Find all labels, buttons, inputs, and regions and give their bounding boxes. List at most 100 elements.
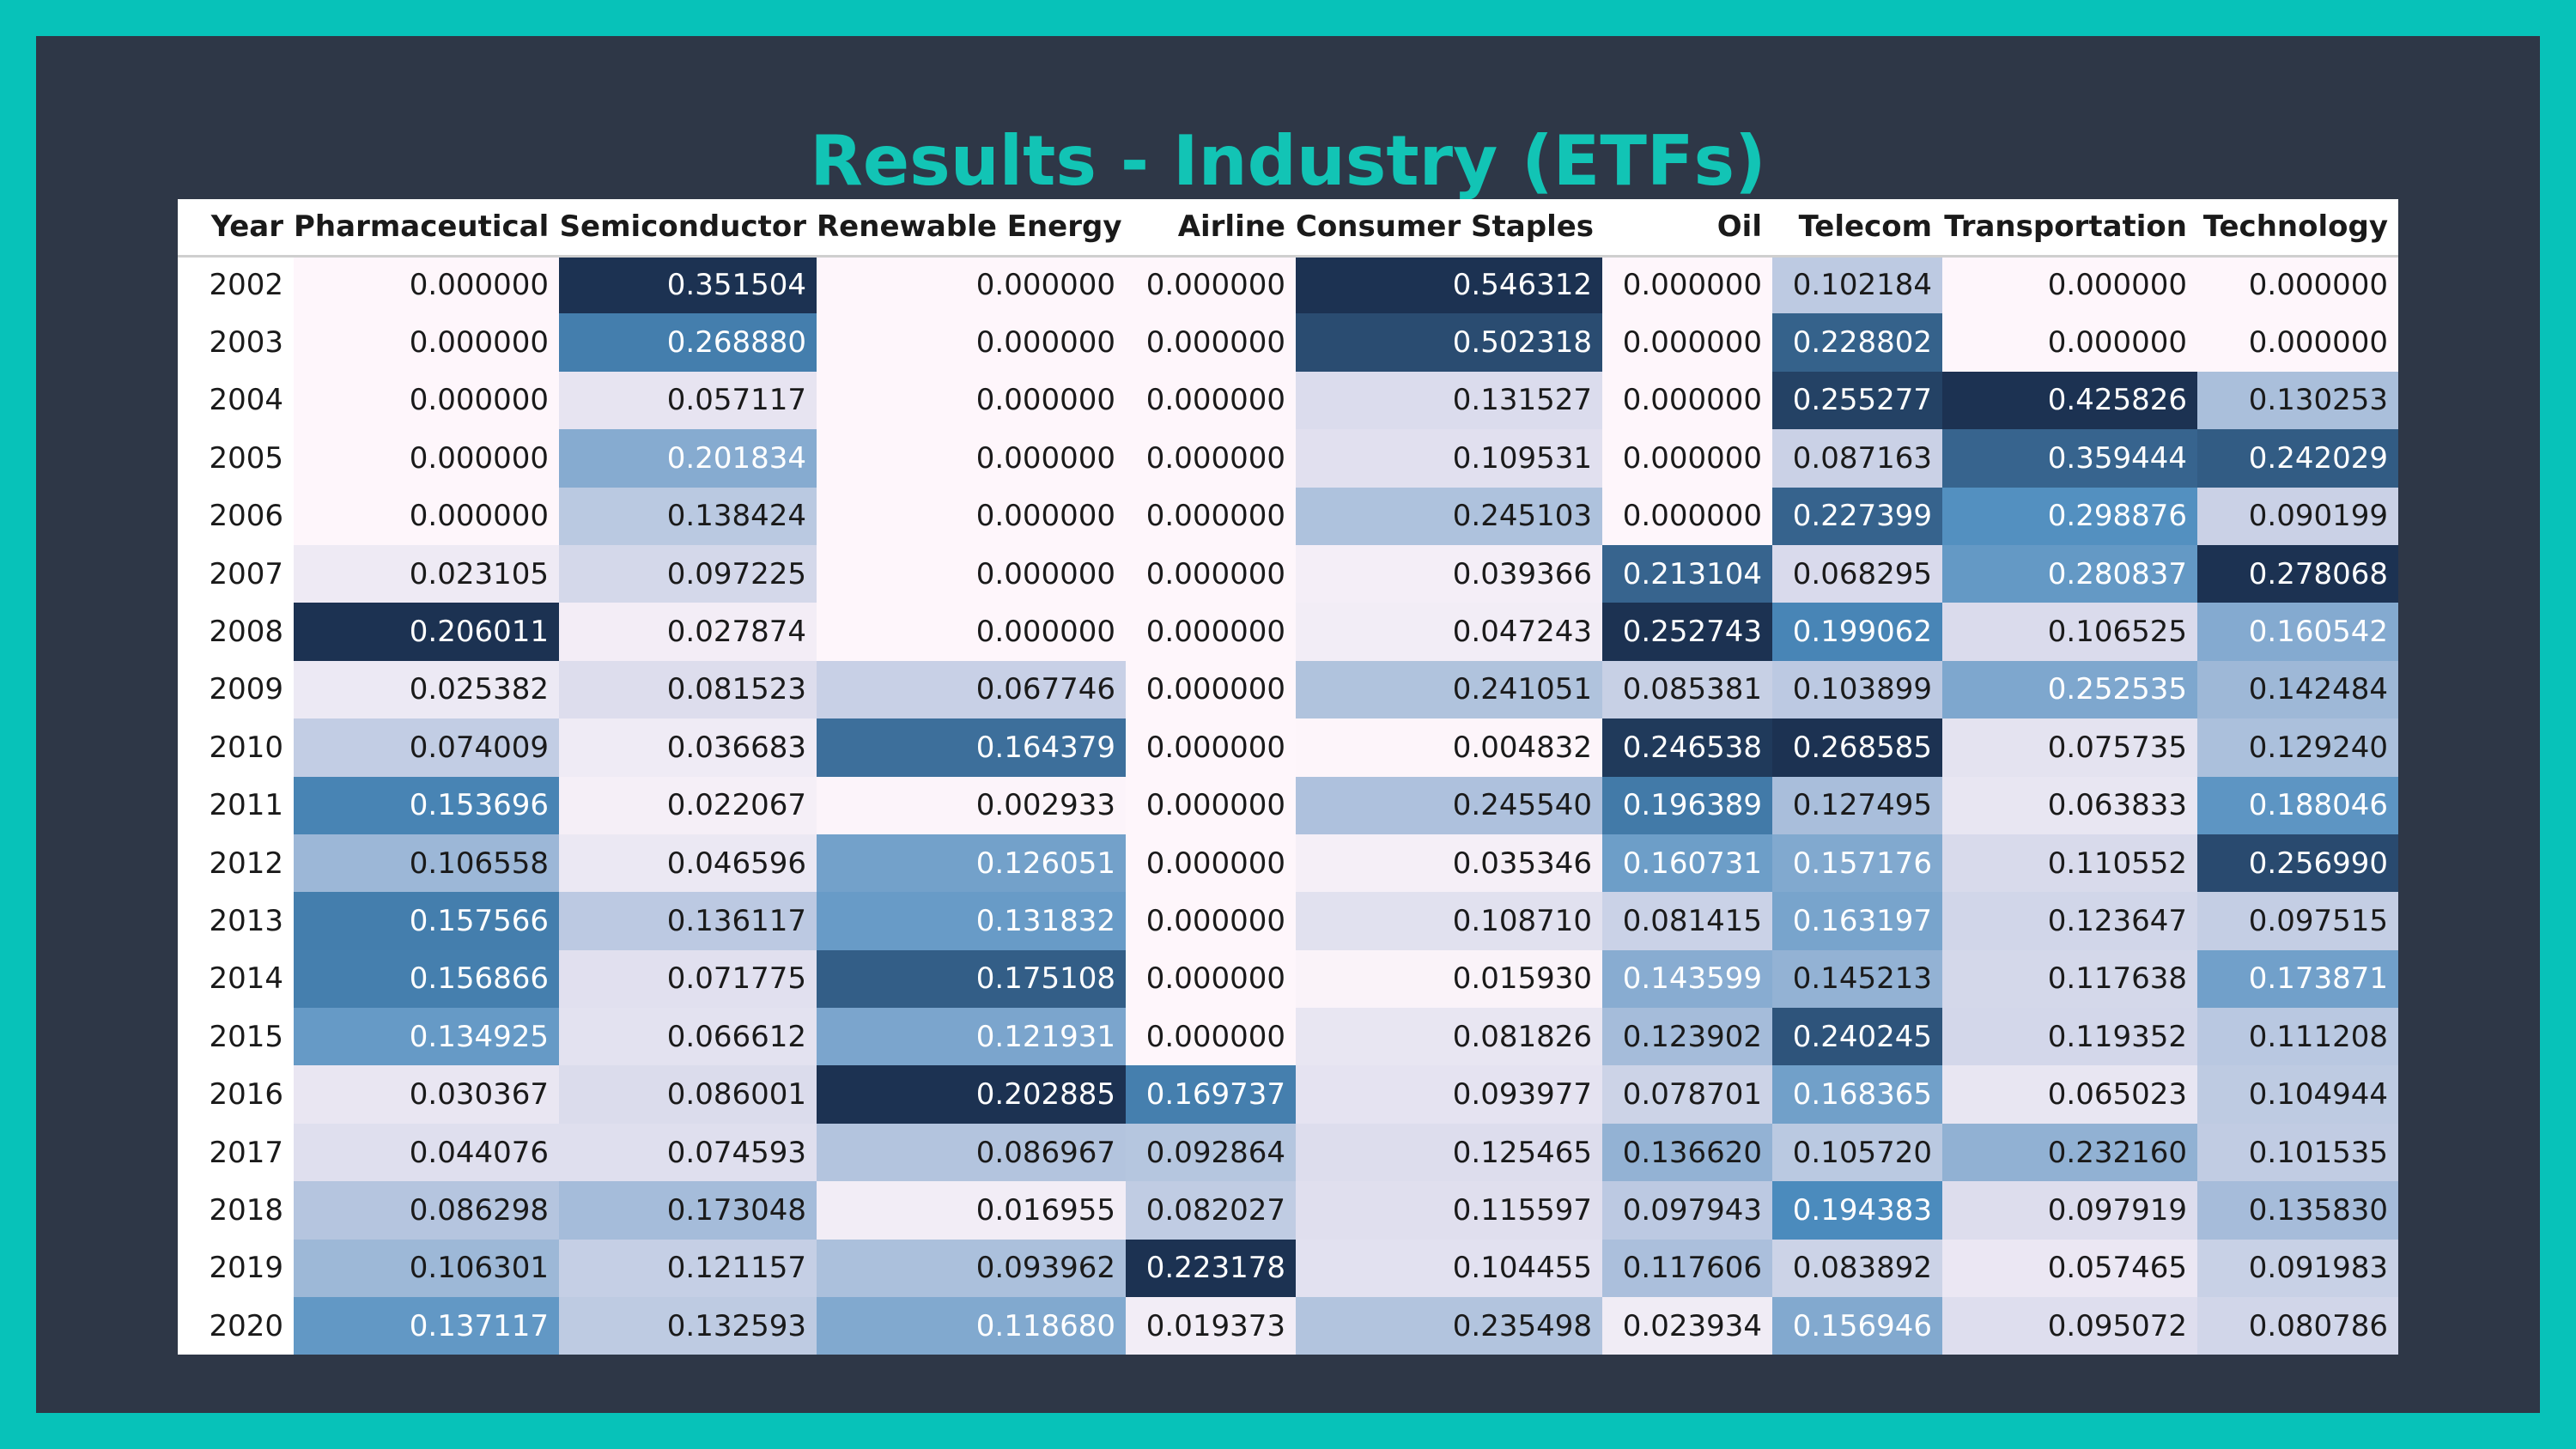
- value-cell: 0.213104: [1602, 544, 1772, 603]
- value-cell: 0.030367: [294, 1065, 559, 1124]
- value-cell: 0.351504: [559, 256, 817, 314]
- value-cell: 0.000000: [294, 256, 559, 314]
- year-cell: 2011: [178, 776, 294, 834]
- value-cell: 0.015930: [1296, 949, 1602, 1009]
- value-cell: 0.075735: [1942, 718, 2197, 777]
- value-cell: 0.000000: [294, 371, 559, 430]
- table-row: 2014 0.156866 0.071775 0.175108 0.000000 0.01…: [178, 949, 2398, 1009]
- value-cell: 0.000000: [1602, 256, 1772, 314]
- value-cell: 0.000000: [1126, 718, 1296, 777]
- value-cell: 0.156866: [294, 949, 559, 1009]
- value-cell: 0.232160: [1942, 1123, 2197, 1182]
- value-cell: 0.136620: [1602, 1123, 1772, 1182]
- value-cell: 0.115597: [1296, 1181, 1602, 1240]
- value-cell: 0.106525: [1942, 603, 2197, 661]
- value-cell: 0.000000: [817, 256, 1126, 314]
- year-cell: 2018: [178, 1181, 294, 1240]
- value-cell: 0.110552: [1942, 834, 2197, 893]
- value-cell: 0.000000: [1126, 660, 1296, 719]
- table-row: 2005 0.000000 0.201834 0.000000 0.000000 0.10…: [178, 429, 2398, 488]
- value-cell: 0.090199: [2197, 487, 2398, 545]
- year-cell: 2014: [178, 949, 294, 1009]
- value-cell: 0.169737: [1126, 1065, 1296, 1124]
- value-cell: 0.160542: [2197, 603, 2398, 661]
- value-cell: 0.000000: [1602, 487, 1772, 545]
- value-cell: 0.168365: [1772, 1065, 1942, 1124]
- value-cell: 0.081523: [559, 660, 817, 719]
- column-header: Renewable Energy: [817, 199, 1126, 258]
- value-cell: 0.000000: [2197, 256, 2398, 314]
- value-cell: 0.127495: [1772, 776, 1942, 834]
- value-cell: 0.199062: [1772, 603, 1942, 661]
- column-header: Technology: [2197, 199, 2398, 258]
- value-cell: 0.004832: [1296, 718, 1602, 777]
- value-cell: 0.067746: [817, 660, 1126, 719]
- value-cell: 0.280837: [1942, 544, 2197, 603]
- value-cell: 0.093977: [1296, 1065, 1602, 1124]
- value-cell: 0.425826: [1942, 371, 2197, 430]
- value-cell: 0.206011: [294, 603, 559, 661]
- value-cell: 0.027874: [559, 603, 817, 661]
- table-row: 2018 0.086298 0.173048 0.016955 0.082027 0.11…: [178, 1181, 2398, 1240]
- value-cell: 0.000000: [1126, 544, 1296, 603]
- value-cell: 0.085381: [1602, 660, 1772, 719]
- value-cell: 0.095072: [1942, 1297, 2197, 1355]
- year-cell: 2017: [178, 1123, 294, 1182]
- value-cell: 0.126051: [817, 834, 1126, 893]
- value-cell: 0.000000: [1942, 256, 2197, 314]
- value-cell: 0.245540: [1296, 776, 1602, 834]
- value-cell: 0.201834: [559, 429, 817, 488]
- value-cell: 0.087163: [1772, 429, 1942, 488]
- year-cell: 2003: [178, 313, 294, 372]
- value-cell: 0.135830: [2197, 1181, 2398, 1240]
- value-cell: 0.240245: [1772, 1008, 1942, 1066]
- value-cell: 0.000000: [1126, 776, 1296, 834]
- value-cell: 0.102184: [1772, 256, 1942, 314]
- value-cell: 0.105720: [1772, 1123, 1942, 1182]
- value-cell: 0.000000: [817, 313, 1126, 372]
- value-cell: 0.036683: [559, 718, 817, 777]
- value-cell: 0.000000: [1602, 429, 1772, 488]
- value-cell: 0.129240: [2197, 718, 2398, 777]
- value-cell: 0.235498: [1296, 1297, 1602, 1355]
- value-cell: 0.246538: [1602, 718, 1772, 777]
- value-cell: 0.502318: [1296, 313, 1602, 372]
- value-cell: 0.252535: [1942, 660, 2197, 719]
- value-cell: 0.065023: [1942, 1065, 2197, 1124]
- value-cell: 0.163197: [1772, 892, 1942, 950]
- value-cell: 0.000000: [1126, 313, 1296, 372]
- table-row: 2010 0.074009 0.036683 0.164379 0.000000 0.00…: [178, 718, 2398, 777]
- value-cell: 0.160731: [1602, 834, 1772, 893]
- value-cell: 0.196389: [1602, 776, 1772, 834]
- value-cell: 0.194383: [1772, 1181, 1942, 1240]
- year-cell: 2006: [178, 487, 294, 545]
- year-cell: 2008: [178, 603, 294, 661]
- value-cell: 0.016955: [817, 1181, 1126, 1240]
- value-cell: 0.081415: [1602, 892, 1772, 950]
- table-row: 2004 0.000000 0.057117 0.000000 0.000000 0.13…: [178, 371, 2398, 430]
- value-cell: 0.131527: [1296, 371, 1602, 430]
- year-cell: 2002: [178, 256, 294, 314]
- value-cell: 0.268585: [1772, 718, 1942, 777]
- value-cell: 0.000000: [1126, 487, 1296, 545]
- value-cell: 0.023934: [1602, 1297, 1772, 1355]
- value-cell: 0.019373: [1126, 1297, 1296, 1355]
- value-cell: 0.106301: [294, 1239, 559, 1298]
- value-cell: 0.157566: [294, 892, 559, 950]
- year-cell: 2004: [178, 371, 294, 430]
- value-cell: 0.047243: [1296, 603, 1602, 661]
- table-row: 2015 0.134925 0.066612 0.121931 0.000000 0.08…: [178, 1008, 2398, 1066]
- value-cell: 0.108710: [1296, 892, 1602, 950]
- table-row: 2008 0.206011 0.027874 0.000000 0.000000 0.04…: [178, 603, 2398, 661]
- value-cell: 0.068295: [1772, 544, 1942, 603]
- value-cell: 0.023105: [294, 544, 559, 603]
- value-cell: 0.173871: [2197, 949, 2398, 1009]
- value-cell: 0.359444: [1942, 429, 2197, 488]
- value-cell: 0.039366: [1296, 544, 1602, 603]
- value-cell: 0.104944: [2197, 1065, 2398, 1124]
- value-cell: 0.117606: [1602, 1239, 1772, 1298]
- value-cell: 0.546312: [1296, 256, 1602, 314]
- results-table-container: Year Pharmaceutical Semiconductor Renewable…: [178, 199, 2398, 1355]
- value-cell: 0.083892: [1772, 1239, 1942, 1298]
- value-cell: 0.071775: [559, 949, 817, 1009]
